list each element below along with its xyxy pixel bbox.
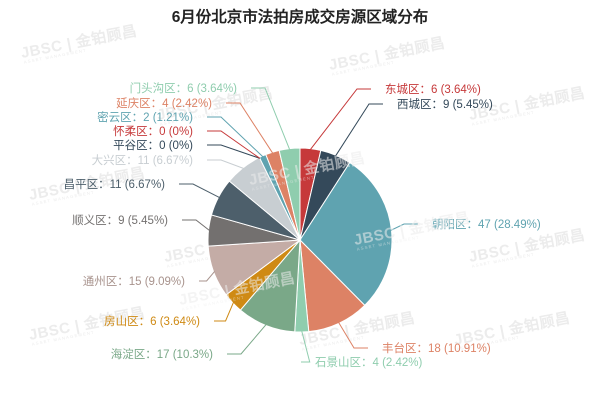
leader-line-平谷区 — [207, 144, 261, 159]
slice-label-西城区: 西城区：9 (5.45%) — [397, 98, 493, 111]
slice-label-石景山区: 石景山区：4 (2.42%) — [315, 356, 423, 369]
leader-line-昌平区 — [179, 183, 220, 198]
leader-line-房山区 — [214, 301, 235, 322]
slice-label-朝阳区: 朝阳区：47 (28.49%) — [432, 218, 541, 231]
slice-label-大兴区: 大兴区：11 (6.67%) — [92, 153, 194, 167]
leader-line-门头沟区 — [251, 87, 291, 150]
slice-label-顺义区: 顺义区：9 (5.45%) — [72, 214, 168, 227]
slice-label-海淀区: 海淀区：17 (10.3%) — [111, 347, 213, 361]
leader-line-顺义区 — [182, 219, 210, 231]
slice-label-密云区: 密云区：2 (1.21%) — [97, 110, 193, 124]
slice-label-房山区: 房山区：6 (3.64%) — [104, 315, 200, 328]
leader-line-丰台区 — [338, 322, 368, 349]
leader-line-大兴区 — [207, 159, 244, 169]
leader-lines — [179, 87, 418, 363]
leader-line-怀柔区 — [207, 130, 261, 159]
leader-line-延庆区 — [226, 102, 274, 154]
leader-line-密云区 — [207, 116, 264, 158]
chart-title: 6月份北京市法拍房成交房源区域分布 — [172, 7, 429, 26]
slice-label-门头沟区: 门头沟区：6 (3.64%) — [130, 81, 238, 95]
slice-label-东城区: 东城区：6 (3.64%) — [385, 83, 481, 96]
leader-line-石景山区 — [301, 330, 311, 363]
slice-label-延庆区: 延庆区：4 (2.42%) — [116, 96, 212, 110]
slice-label-丰台区: 丰台区：18 (10.91%) — [382, 341, 491, 355]
slice-label-通州区: 通州区：15 (9.09%) — [83, 275, 185, 288]
leader-line-西城区 — [334, 103, 383, 157]
leader-line-海淀区 — [227, 324, 267, 355]
slice-label-昌平区: 昌平区：11 (6.67%) — [64, 178, 166, 191]
slice-labels: 东城区：6 (3.64%) 西城区：9 (5.45%) 朝阳区：47 (28.49%… — [64, 81, 541, 369]
leader-line-通州区 — [199, 271, 215, 282]
slice-label-怀柔区: 怀柔区：0 (0%) — [113, 125, 193, 138]
leader-line-朝阳区 — [390, 223, 418, 231]
leader-line-东城区 — [309, 88, 371, 150]
slice-label-平谷区: 平谷区：0 (0%) — [113, 139, 193, 152]
